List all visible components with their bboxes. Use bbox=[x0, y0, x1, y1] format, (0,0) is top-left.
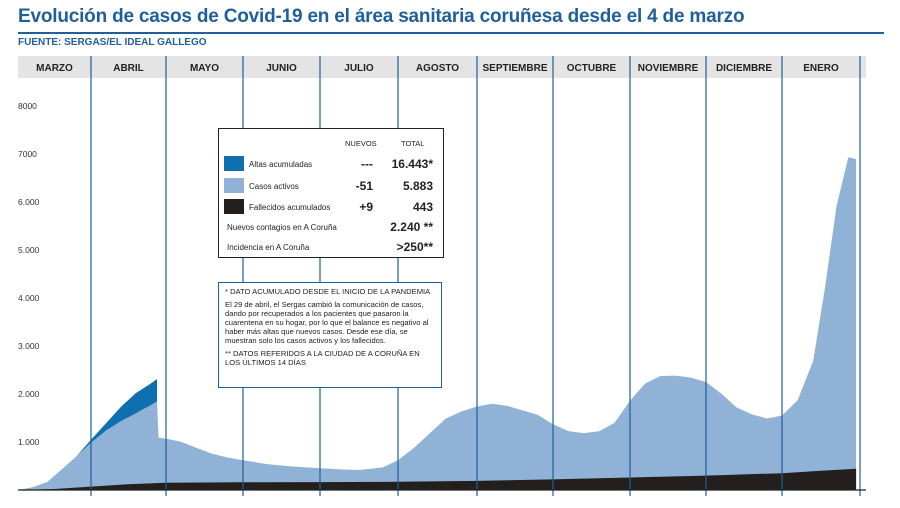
legend-swatch-fallecidos bbox=[224, 199, 244, 214]
legend-total-value: 16.443* bbox=[391, 157, 433, 171]
month-label: MAYO bbox=[190, 63, 219, 74]
legend-total-value: >250** bbox=[396, 240, 433, 254]
y-tick-label: 6.000 bbox=[18, 197, 40, 207]
legend-swatch-altas bbox=[224, 156, 244, 171]
legend-col-new: NUEVOS bbox=[345, 139, 377, 148]
legend-label: Fallecidos acumulados bbox=[249, 203, 331, 212]
legend-label: Altas acumuladas bbox=[249, 160, 313, 169]
legend-row-incidencia: Incidencia en A Coruña >250** bbox=[219, 239, 443, 257]
legend-new-value: -51 bbox=[355, 179, 373, 193]
legend-total-value: 443 bbox=[412, 200, 433, 214]
legend-swatch-activos bbox=[224, 178, 244, 193]
month-label: ENERO bbox=[803, 63, 839, 74]
legend-total-value: 5.883 bbox=[402, 179, 433, 193]
y-tick-label: 8000 bbox=[18, 101, 37, 111]
month-label: MARZO bbox=[36, 63, 73, 74]
notes-box: * DATO ACUMULADO DESDE EL INICIO DE LA P… bbox=[218, 282, 442, 388]
legend-row-contagios: Nuevos contagios en A Coruña 2.240 ** bbox=[219, 219, 443, 237]
series-area-fallecidos bbox=[18, 468, 857, 490]
legend-new-value: +9 bbox=[359, 200, 373, 214]
title-rule bbox=[18, 32, 884, 34]
month-bar-bg bbox=[18, 56, 866, 78]
legend-new-value: --- bbox=[361, 157, 373, 171]
y-tick-label: 7000 bbox=[18, 149, 37, 159]
plot-areas bbox=[18, 157, 857, 490]
y-tick-label: 1.000 bbox=[18, 437, 40, 447]
legend-row-fallecidos: Fallecidos acumulados +9 443 bbox=[219, 199, 443, 217]
month-label: JULIO bbox=[344, 63, 374, 74]
month-label: SEPTIEMBRE bbox=[482, 63, 547, 74]
month-label: NOVIEMBRE bbox=[638, 63, 699, 74]
chart-source: FUENTE: SERGAS/EL IDEAL GALLEGO bbox=[18, 37, 207, 48]
month-label: OCTUBRE bbox=[567, 63, 617, 74]
y-tick-label: 5.000 bbox=[18, 245, 40, 255]
chart-title: Evolución de casos de Covid-19 en el áre… bbox=[18, 6, 745, 27]
note-1: * DATO ACUMULADO DESDE EL INICIO DE LA P… bbox=[225, 287, 431, 296]
note-3: ** DATOS REFERIDOS A LA CIUDAD DE A CORU… bbox=[225, 349, 420, 367]
legend-row-altas: Altas acumuladas --- 16.443* bbox=[219, 156, 443, 174]
series-area-altas-acumuladas bbox=[76, 379, 157, 457]
legend-label: Nuevos contagios en A Coruña bbox=[227, 223, 337, 232]
legend-col-total: TOTAL bbox=[401, 139, 425, 148]
month-label: DICIEMBRE bbox=[716, 63, 772, 74]
y-tick-label: 2.000 bbox=[18, 389, 40, 399]
legend-row-activos: Casos activos -51 5.883 bbox=[219, 178, 443, 196]
month-header-bar: MARZO ABRIL MAYO JUNIO JULIO AGOSTO SEPTIEMBRE… bbox=[18, 56, 866, 78]
legend-label: Casos activos bbox=[249, 182, 299, 191]
y-tick-label: 4.000 bbox=[18, 293, 40, 303]
legend-total-value: 2.240 ** bbox=[390, 220, 433, 234]
legend-box: NUEVOS TOTAL Altas acumuladas --- 16.443… bbox=[218, 128, 444, 258]
note-2: El 29 de abril, el Sergas cambió la comu… bbox=[225, 300, 429, 345]
month-label: ABRIL bbox=[113, 63, 144, 74]
y-axis: 1.000 2.000 3.000 4.000 5.000 6.000 7000 8000 bbox=[18, 101, 40, 447]
legend-label: Incidencia en A Coruña bbox=[227, 243, 310, 252]
month-label: JUNIO bbox=[266, 63, 297, 74]
month-label: AGOSTO bbox=[416, 63, 459, 74]
series-area-casos-activos bbox=[18, 157, 857, 490]
y-tick-label: 3.000 bbox=[18, 341, 40, 351]
